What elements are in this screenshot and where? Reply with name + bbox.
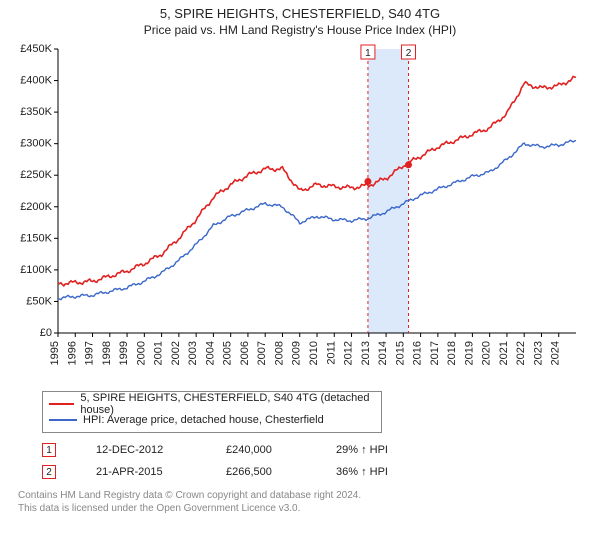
y-tick-label: £150K bbox=[20, 232, 52, 244]
x-tick-label: 2007 bbox=[256, 341, 268, 365]
x-tick-label: 2021 bbox=[498, 341, 510, 365]
x-tick-label: 2010 bbox=[308, 341, 320, 365]
x-tick-label: 2004 bbox=[204, 341, 216, 365]
legend-swatch bbox=[49, 403, 74, 405]
x-tick-label: 1999 bbox=[118, 341, 130, 365]
attribution-line: This data is licensed under the Open Gov… bbox=[18, 502, 588, 515]
y-tick-label: £0 bbox=[40, 327, 52, 339]
legend-swatch bbox=[49, 419, 77, 421]
y-tick-label: £200K bbox=[20, 201, 52, 213]
sale-marker-number: 2 bbox=[406, 48, 412, 59]
y-tick-label: £300K bbox=[20, 138, 52, 150]
sales-marker-box: 2 bbox=[42, 465, 56, 479]
x-tick-label: 2009 bbox=[291, 341, 303, 365]
x-tick-label: 2015 bbox=[394, 341, 406, 365]
legend-label: 5, SPIRE HEIGHTS, CHESTERFIELD, S40 4TG … bbox=[80, 392, 375, 416]
x-tick-label: 2018 bbox=[446, 341, 458, 365]
sales-row: 2 21-APR-2015 £266,500 36% ↑ HPI bbox=[42, 461, 588, 483]
chart-svg: £0 £50K £100K £150K £200K £250K £300K £350K £400… bbox=[10, 43, 590, 383]
sales-price: £266,500 bbox=[226, 466, 296, 478]
sales-price: £240,000 bbox=[226, 444, 296, 456]
x-tick-label: 2008 bbox=[273, 341, 285, 365]
x-tick-label: 2002 bbox=[170, 341, 182, 365]
x-tick-label: 2019 bbox=[463, 341, 475, 365]
x-tick-label: 2017 bbox=[429, 341, 441, 365]
sale-band bbox=[368, 49, 409, 333]
sale-marker-dot bbox=[405, 161, 412, 168]
y-tick-label: £450K bbox=[20, 43, 52, 55]
x-tick-label: 2023 bbox=[532, 341, 544, 365]
chart-subtitle: Price paid vs. HM Land Registry's House … bbox=[10, 23, 590, 37]
series-hpi bbox=[58, 140, 576, 299]
x-tick-label: 2014 bbox=[377, 341, 389, 365]
x-tick-label: 2016 bbox=[412, 341, 424, 365]
x-tick-label: 1997 bbox=[84, 341, 96, 365]
x-tick-label: 2024 bbox=[550, 341, 562, 365]
x-tick-label: 2001 bbox=[153, 341, 165, 365]
sale-marker-dot bbox=[364, 178, 371, 185]
x-tick-label: 2003 bbox=[187, 341, 199, 365]
sales-row: 1 12-DEC-2012 £240,000 29% ↑ HPI bbox=[42, 439, 588, 461]
legend-label: HPI: Average price, detached house, Ches… bbox=[83, 414, 324, 426]
chart-title: 5, SPIRE HEIGHTS, CHESTERFIELD, S40 4TG bbox=[10, 6, 590, 21]
x-tick-label: 2020 bbox=[481, 341, 493, 365]
x-tick-label: 2022 bbox=[515, 341, 527, 365]
x-tick-label: 1995 bbox=[49, 341, 61, 365]
attribution: Contains HM Land Registry data © Crown c… bbox=[18, 489, 588, 515]
sales-table: 1 12-DEC-2012 £240,000 29% ↑ HPI 2 21-APR-201… bbox=[42, 439, 588, 483]
chart-area: £0 £50K £100K £150K £200K £250K £300K £350K £400… bbox=[10, 43, 590, 383]
y-tick-label: £50K bbox=[26, 295, 52, 307]
series-property bbox=[58, 77, 576, 286]
sales-vs-hpi: 36% ↑ HPI bbox=[336, 466, 388, 478]
x-tick-label: 2006 bbox=[239, 341, 251, 365]
x-tick-label: 2012 bbox=[343, 341, 355, 365]
y-tick-label: £400K bbox=[20, 75, 52, 87]
sale-marker-number: 1 bbox=[365, 48, 371, 59]
attribution-line: Contains HM Land Registry data © Crown c… bbox=[18, 489, 588, 502]
x-tick-label: 2013 bbox=[360, 341, 372, 365]
x-tick-label: 2005 bbox=[222, 341, 234, 365]
y-tick-label: £100K bbox=[20, 264, 52, 276]
legend: 5, SPIRE HEIGHTS, CHESTERFIELD, S40 4TG … bbox=[42, 391, 382, 433]
sales-date: 12-DEC-2012 bbox=[96, 444, 186, 456]
y-tick-label: £350K bbox=[20, 106, 52, 118]
legend-item: 5, SPIRE HEIGHTS, CHESTERFIELD, S40 4TG … bbox=[49, 396, 375, 412]
x-tick-label: 1996 bbox=[66, 341, 78, 365]
sales-vs-hpi: 29% ↑ HPI bbox=[336, 444, 388, 456]
y-tick-label: £250K bbox=[20, 169, 52, 181]
x-tick-label: 2011 bbox=[325, 341, 337, 365]
sales-date: 21-APR-2015 bbox=[96, 466, 186, 478]
x-tick-label: 2000 bbox=[135, 341, 147, 365]
sales-marker-box: 1 bbox=[42, 443, 56, 457]
x-tick-label: 1998 bbox=[101, 341, 113, 365]
